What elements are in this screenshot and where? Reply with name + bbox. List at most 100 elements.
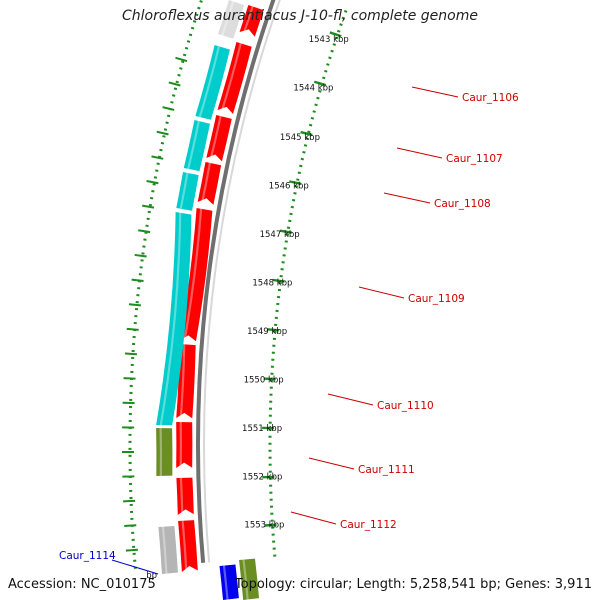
outer-minor-tick: [134, 253, 147, 258]
scale-tick-label-partial: bp: [146, 571, 157, 581]
forward-cds-7: [176, 420, 193, 470]
forward-cds-9: [178, 519, 198, 573]
scale-tick-1: [329, 31, 342, 38]
reverse-cds-3-shine: [179, 171, 189, 211]
outer-minor-tick: [162, 106, 175, 111]
outer-minor-tick: [156, 130, 169, 136]
scale-tick-4: [289, 180, 302, 185]
backbone-inner-edge: [202, 0, 281, 563]
gene-leader-5: [327, 393, 374, 406]
gene-label-5: Caur_1110: [377, 400, 434, 412]
reverse-cds-1-shine: [198, 44, 221, 119]
gene-leader-8: [111, 559, 159, 575]
forward-cds-9-body: [178, 520, 198, 572]
outer-minor-tick: [138, 229, 151, 234]
grey-feature-body: [158, 526, 178, 574]
forward-cds-4-body: [197, 162, 222, 205]
reverse-cds-2: [183, 119, 210, 172]
scale-tick-6: [272, 278, 285, 283]
scale-tick-8: [263, 377, 276, 381]
gene-label-4: Caur_1109: [408, 293, 465, 305]
scale-tick-label-1: 1543 kbp: [309, 35, 349, 45]
scale-tick-label-5: 1547 kbp: [260, 230, 300, 240]
outer-minor-tick: [151, 155, 164, 160]
outer-minor-tick: [126, 327, 139, 331]
forward-cds-3-body: [206, 115, 232, 162]
outer-tick-ring: [128, 0, 204, 569]
scale-tick-label-8: 1550 kbp: [244, 376, 284, 386]
scale-tick-5: [279, 229, 292, 234]
gene-label-2: Caur_1107: [446, 153, 503, 165]
forward-cds-4-shine: [200, 161, 212, 205]
forward-cds-9-shine: [181, 519, 188, 573]
inner-tick-ring: [268, 6, 349, 557]
forward-cds-1-body: [239, 5, 264, 37]
gene-label-3: Caur_1108: [434, 198, 491, 210]
reverse-cds-2-body: [183, 120, 210, 172]
outer-minor-tick: [168, 81, 181, 87]
olive-feature-body: [156, 428, 173, 476]
olive-feature-inner-body: [239, 558, 260, 600]
forward-cds-6-shine: [179, 343, 186, 420]
scale-tick-11: [264, 523, 277, 527]
gene-leader-7: [290, 511, 337, 525]
olive-feature: [156, 426, 173, 478]
outer-minor-tick: [125, 548, 138, 552]
grey-feature-shine: [161, 525, 168, 575]
scale-tick-label-11: 1553 kbp: [244, 520, 284, 530]
olive-feature-inner: [239, 558, 260, 600]
scale-tick-label-7: 1549 kbp: [247, 327, 287, 337]
outer-minor-tick: [124, 524, 137, 527]
faded-feature-top-body: [217, 0, 245, 39]
grey-feature: [158, 525, 178, 575]
forward-cds-8: [176, 476, 194, 516]
forward-cds-3-shine: [209, 114, 222, 161]
reverse-cds-1-body: [195, 45, 230, 120]
scale-tick-label-3: 1545 kbp: [280, 133, 320, 143]
gene-label-7: Caur_1112: [340, 519, 397, 531]
outer-minor-tick: [123, 377, 136, 380]
forward-cds-5-shine: [183, 207, 203, 342]
forward-cds-8-shine: [179, 476, 184, 516]
scale-tick-label-2: 1544 kbp: [293, 83, 333, 93]
topology-text: Topology: circular; Length: 5,258,541 bp…: [234, 577, 592, 592]
reverse-cds-3-body: [176, 172, 199, 211]
gene-leader-4: [358, 286, 405, 299]
outer-minor-tick: [142, 204, 155, 209]
outer-minor-tick: [175, 56, 188, 63]
olive-feature-inner-shine: [242, 558, 249, 600]
gene-label-6: Caur_1111: [358, 464, 415, 476]
reverse-cds-1: [195, 44, 230, 120]
forward-cds-5-body: [180, 208, 213, 342]
scale-tick-2: [313, 80, 327, 87]
gene-label-8: Caur_1114: [59, 550, 116, 562]
forward-cds-5: [180, 207, 213, 342]
reverse-cds-2-shine: [186, 119, 201, 171]
backbone-ring: [195, 0, 276, 564]
faded-feature-top-shine: [220, 0, 235, 37]
blue-feature-inner-body: [219, 564, 239, 600]
gene-leader-3: [383, 192, 431, 204]
blue-feature-inner-shine: [222, 564, 229, 600]
scale-tick-7: [267, 328, 280, 332]
map-title: Chloroflexus aurantiacus J-10-fl, comple…: [122, 8, 478, 24]
forward-cds-1: [239, 4, 264, 37]
outer-minor-tick: [124, 352, 137, 356]
outer-minor-tick: [146, 180, 159, 185]
faded-feature-top: [217, 0, 245, 39]
gene-leader-6: [308, 457, 355, 470]
scale-tick-label-6: 1548 kbp: [252, 279, 292, 289]
blue-feature-inner: [219, 564, 239, 600]
forward-cds-8-body: [176, 477, 194, 515]
gene-label-1: Caur_1106: [462, 92, 519, 104]
gene-leader-1: [411, 86, 459, 98]
scale-tick-3: [300, 130, 313, 137]
outer-minor-tick: [128, 303, 141, 307]
forward-cds-1-shine: [242, 4, 255, 35]
forward-cds-2: [217, 41, 252, 114]
outer-minor-tick: [131, 278, 144, 282]
scale-tick-label-10: 1552 kbp: [242, 473, 282, 483]
reverse-cds-4-shine: [159, 211, 182, 427]
